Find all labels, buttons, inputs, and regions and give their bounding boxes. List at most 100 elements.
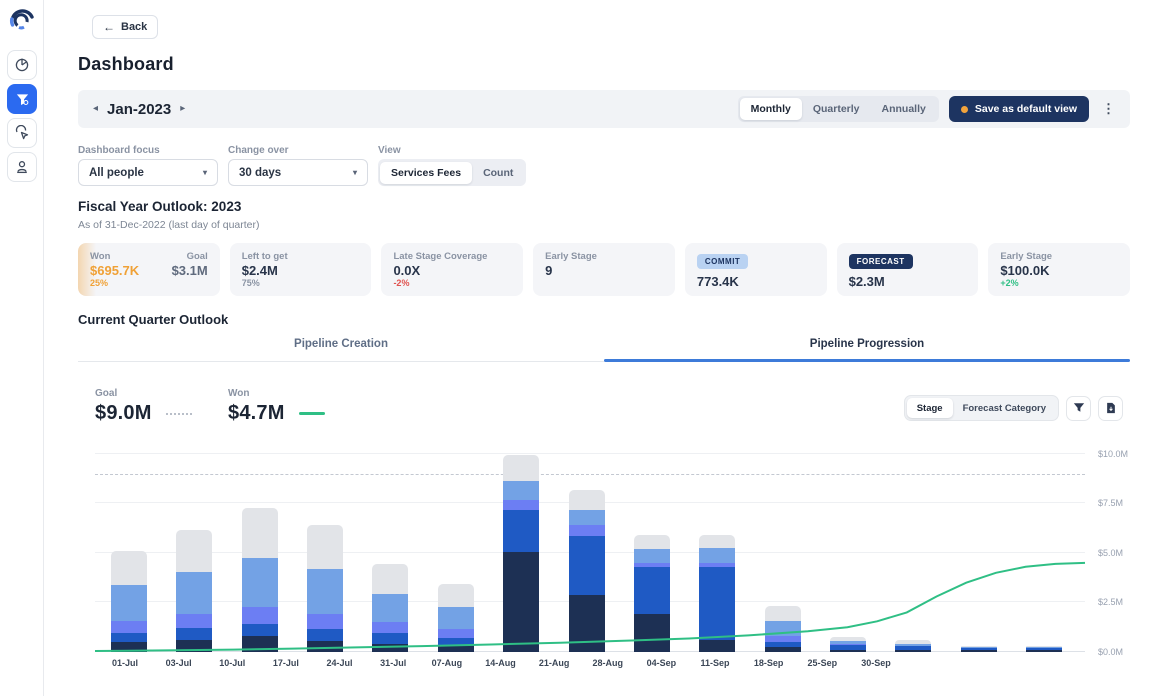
download-icon [1105, 402, 1117, 414]
bar-21-Aug[interactable] [634, 535, 670, 652]
kpi-card[interactable]: Early Stage9 [533, 243, 675, 296]
bar-segment-stage-light-blue [307, 569, 343, 615]
bar-segment-stage-dark-navy [307, 641, 343, 652]
bar-segment-stage-periwinkle [176, 614, 212, 628]
bar-segment-stage-dark-navy [111, 642, 147, 652]
bar-30-Sep[interactable] [1026, 646, 1062, 652]
won-line-swatch [299, 412, 325, 415]
sidebar-item-people[interactable] [7, 152, 37, 182]
sidebar-item-pipeline[interactable] [7, 84, 37, 114]
kpi-label: Late Stage Coverage [393, 251, 511, 263]
bar-14-Aug[interactable] [569, 490, 605, 652]
filter-button[interactable] [1066, 396, 1091, 421]
download-button[interactable] [1098, 396, 1123, 421]
bar-segment-stage-light-blue [372, 594, 408, 623]
bar-28-Aug[interactable] [699, 535, 735, 652]
bar-17-Jul[interactable] [307, 525, 343, 652]
prev-period-icon[interactable]: ◂ [93, 104, 98, 114]
toggle-monthly[interactable]: Monthly [740, 98, 802, 120]
goal-line-swatch [166, 413, 192, 415]
period-bar: ◂ Jan-2023 ▸ Monthly Quarterly Annually … [78, 90, 1130, 128]
kpi-card[interactable]: Won$695.7K25%Goal$3.1M [78, 243, 220, 296]
commit-badge: COMMIT [697, 254, 748, 269]
bar-segment-stage-grey [503, 455, 539, 481]
chevron-down-icon: ▾ [203, 168, 207, 177]
toggle-count[interactable]: Count [472, 162, 524, 184]
bar-07-Aug[interactable] [503, 455, 539, 652]
x-axis-tick: 28-Aug [592, 658, 623, 668]
y-axis-tick: $0.0M [1098, 647, 1123, 657]
bar-segment-stage-light-blue [569, 510, 605, 525]
fiscal-outlook-title: Fiscal Year Outlook: 2023 [78, 199, 241, 214]
kpi-card[interactable]: COMMIT 773.4K [685, 243, 827, 296]
toggle-annually[interactable]: Annually [871, 98, 937, 120]
x-axis-tick: 07-Aug [432, 658, 463, 668]
bar-segment-stage-grey [111, 551, 147, 585]
back-button[interactable]: ← Back [92, 15, 158, 39]
x-axis-tick: 30-Sep [861, 658, 891, 668]
forecast-badge: FORECAST [849, 254, 913, 269]
change-over-select[interactable]: 30 days ▾ [228, 159, 368, 186]
tab-pipeline-creation[interactable]: Pipeline Creation [78, 338, 604, 362]
bar-03-Jul[interactable] [176, 530, 212, 652]
kpi-value: $695.7K [90, 263, 139, 278]
kpi-card[interactable]: Left to get$2.4M75% [230, 243, 372, 296]
kpi-delta: 25% [90, 278, 139, 289]
bar-segment-stage-dark-navy [1026, 650, 1062, 652]
bar-segment-stage-grey [569, 490, 605, 510]
bar-01-Jul[interactable] [111, 551, 147, 652]
funnel-icon [15, 92, 30, 107]
bar-segment-stage-blue [176, 628, 212, 640]
x-axis-tick: 17-Jul [273, 658, 299, 668]
more-options-icon[interactable]: ⋮ [1099, 101, 1118, 117]
x-axis-tick: 04-Sep [647, 658, 677, 668]
bar-segment-stage-grey [765, 606, 801, 621]
dashboard-app: ← Back Dashboard ◂ Jan-2023 ▸ Monthly Qu… [0, 0, 1170, 696]
view-label: View [378, 145, 401, 156]
kpi-card[interactable]: Early Stage$100.0K+2% [988, 243, 1130, 296]
back-arrow-icon: ← [103, 20, 115, 34]
chart-controls: Stage Forecast Category [904, 395, 1123, 421]
x-axis-tick: 11-Sep [701, 658, 730, 668]
bar-04-Sep[interactable] [765, 606, 801, 652]
sidebar-item-activity[interactable] [7, 118, 37, 148]
bar-segment-stage-blue [111, 633, 147, 642]
sidebar [0, 0, 44, 696]
bar-segment-stage-light-blue [503, 481, 539, 500]
bar-segment-stage-light-blue [176, 572, 212, 615]
x-axis-tick: 18-Sep [754, 658, 784, 668]
bar-segment-stage-blue [634, 567, 670, 614]
back-label: Back [121, 21, 147, 33]
bar-segment-stage-light-blue [699, 548, 735, 563]
dashboard-focus-select[interactable]: All people ▾ [78, 159, 218, 186]
toggle-services-fees[interactable]: Services Fees [380, 162, 472, 184]
toggle-stage[interactable]: Stage [907, 398, 953, 418]
view-toggle: Services Fees Count [378, 159, 526, 186]
goal-value: $9.0M [95, 402, 152, 425]
bar-segment-stage-blue [569, 536, 605, 595]
kpi-card[interactable]: FORECAST$2.3M [837, 243, 979, 296]
bar-10-Jul[interactable] [242, 508, 278, 652]
kpi-delta: +2% [1000, 278, 1118, 289]
fiscal-outlook-subtitle: As of 31-Dec-2022 (last day of quarter) [78, 219, 260, 231]
kpi-value: 9 [545, 263, 663, 278]
y-axis-tick: $10.0M [1098, 449, 1128, 459]
bar-11-Sep[interactable] [830, 637, 866, 652]
pie-chart-icon [14, 57, 30, 73]
bar-24-Jul[interactable] [372, 564, 408, 652]
sidebar-item-reports[interactable] [7, 50, 37, 80]
toggle-quarterly[interactable]: Quarterly [802, 98, 871, 120]
bar-18-Sep[interactable] [895, 640, 931, 652]
toggle-forecast-category[interactable]: Forecast Category [953, 398, 1056, 418]
x-axis-tick: 01-Jul [112, 658, 138, 668]
kpi-value: 0.0X [393, 263, 511, 278]
kpi-value: 773.4K [697, 274, 815, 289]
save-default-view-button[interactable]: Save as default view [949, 96, 1089, 122]
next-period-icon[interactable]: ▸ [180, 104, 185, 114]
kpi-card[interactable]: Late Stage Coverage0.0X-2% [381, 243, 523, 296]
bar-31-Jul[interactable] [438, 584, 474, 652]
goal-target-line [95, 474, 1085, 475]
bar-25-Sep[interactable] [961, 646, 997, 652]
tab-pipeline-progression[interactable]: Pipeline Progression [604, 338, 1130, 362]
kpi-delta: -2% [393, 278, 511, 289]
